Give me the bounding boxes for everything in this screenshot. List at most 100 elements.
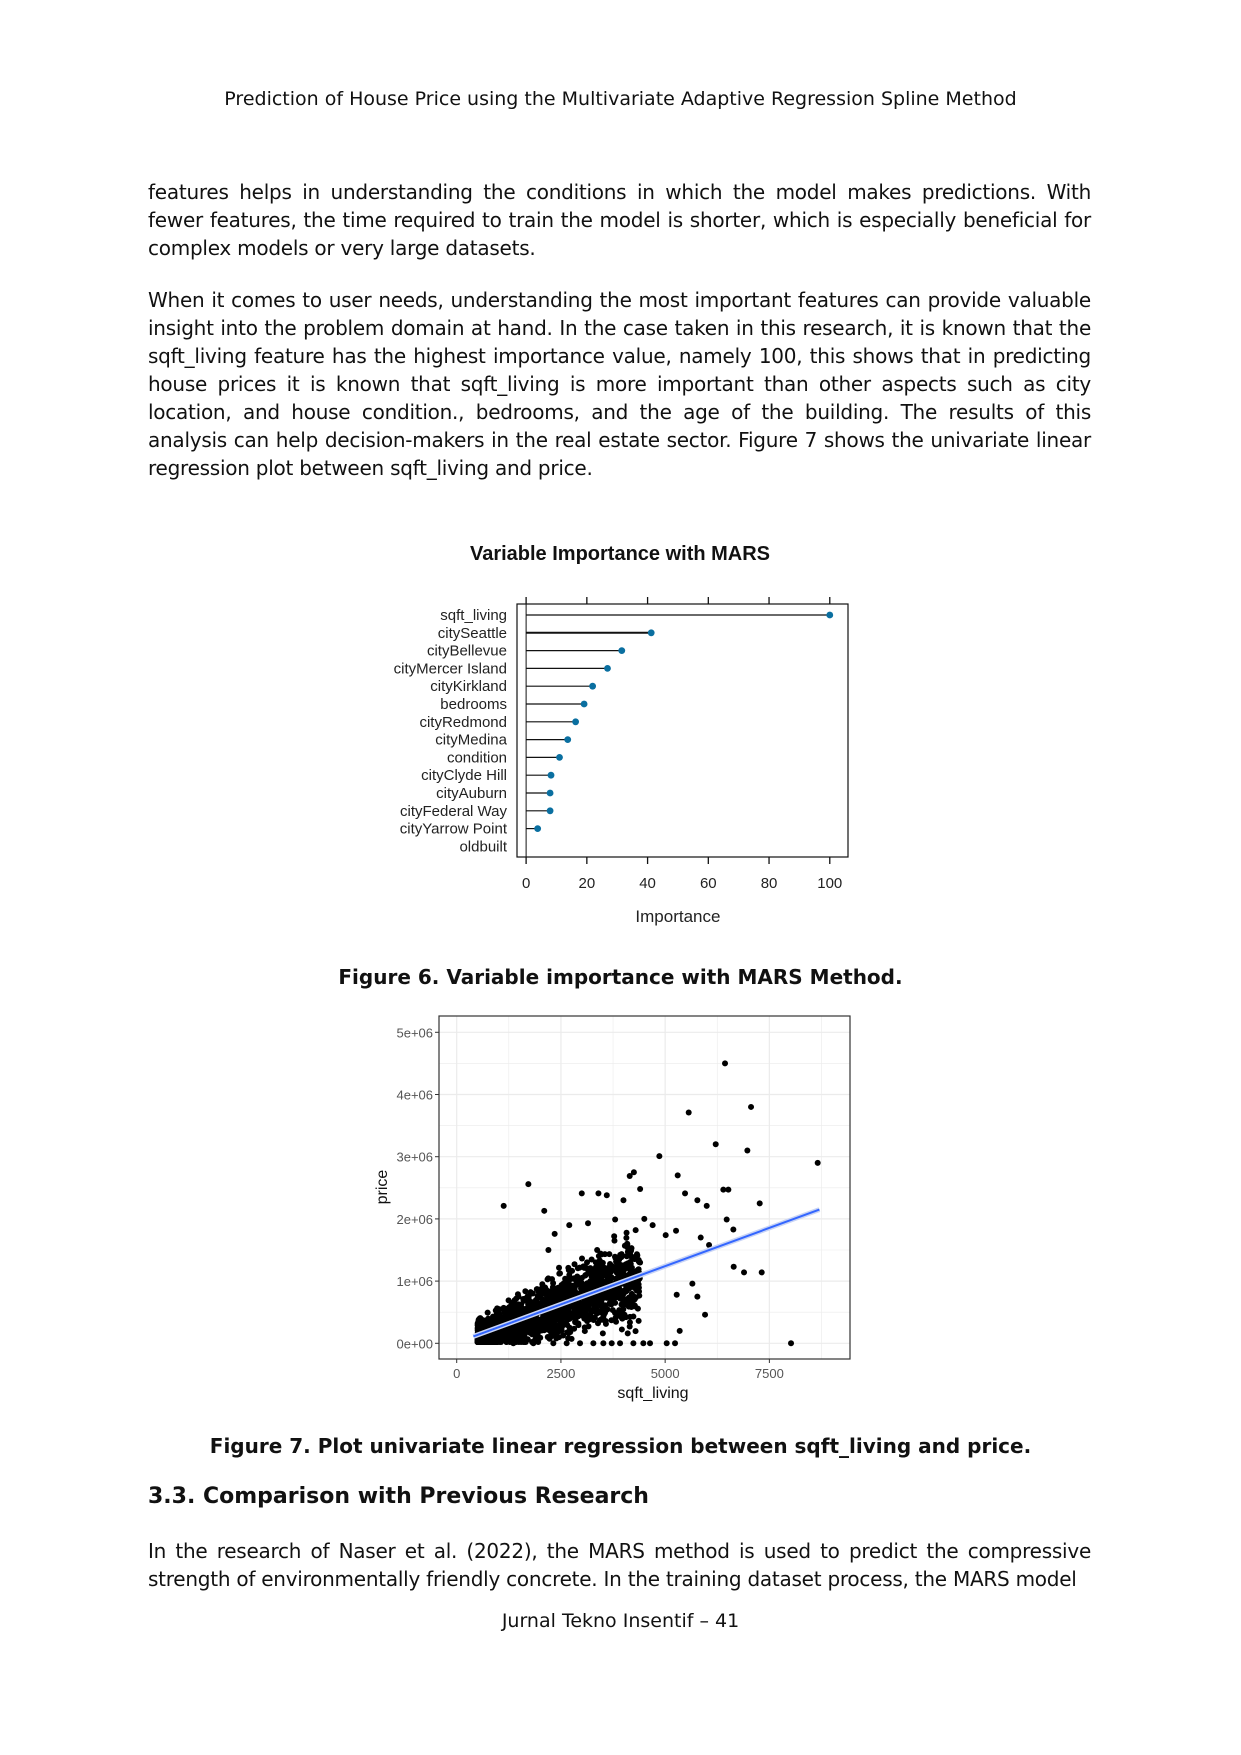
category-label: cityClyde Hill — [421, 767, 507, 784]
data-point — [730, 1263, 737, 1270]
data-point — [620, 1313, 627, 1320]
importance-point — [546, 807, 554, 815]
data-point — [694, 1197, 701, 1204]
data-point — [672, 1340, 679, 1347]
data-point — [623, 1282, 630, 1289]
data-point — [556, 1328, 563, 1335]
data-point — [634, 1252, 641, 1259]
data-point — [632, 1227, 639, 1234]
data-point — [580, 1263, 587, 1270]
data-point — [730, 1226, 737, 1233]
data-point — [550, 1340, 557, 1347]
data-point — [703, 1202, 710, 1209]
data-point — [578, 1274, 585, 1281]
data-point — [640, 1340, 647, 1347]
data-point — [525, 1295, 532, 1302]
data-point — [551, 1230, 558, 1237]
data-point — [526, 1318, 533, 1325]
data-point — [617, 1340, 624, 1347]
data-point — [676, 1327, 683, 1334]
x-tick-label: 7500 — [755, 1366, 784, 1381]
data-point — [565, 1335, 572, 1342]
data-point — [592, 1308, 599, 1315]
data-point — [562, 1292, 569, 1299]
importance-point — [556, 754, 563, 761]
data-point — [500, 1202, 507, 1209]
x-tick-label: 0 — [522, 875, 530, 892]
data-point — [712, 1141, 719, 1148]
data-point — [484, 1309, 491, 1316]
data-point — [479, 1323, 486, 1330]
data-point — [741, 1269, 748, 1276]
data-point — [615, 1312, 622, 1319]
data-point — [574, 1273, 581, 1280]
page-footer: Jurnal Tekno Insentif – 41 — [501, 1610, 740, 1632]
data-point — [758, 1269, 765, 1276]
data-point — [630, 1169, 637, 1176]
data-point — [553, 1315, 560, 1322]
data-point — [586, 1315, 593, 1322]
data-point — [539, 1314, 546, 1321]
data-point — [647, 1340, 654, 1347]
data-point — [588, 1300, 595, 1307]
data-point — [506, 1312, 513, 1319]
data-point — [608, 1340, 615, 1347]
data-point — [594, 1247, 601, 1254]
data-point — [584, 1297, 591, 1304]
data-point — [545, 1289, 552, 1296]
data-point — [588, 1256, 595, 1263]
data-point — [604, 1269, 611, 1276]
data-point — [619, 1262, 626, 1269]
data-point — [530, 1340, 537, 1347]
data-point — [600, 1316, 607, 1323]
data-point — [537, 1300, 544, 1307]
data-point — [594, 1320, 601, 1327]
category-label: cityRedmond — [419, 714, 507, 731]
data-point — [575, 1280, 582, 1287]
category-label: cityMedina — [435, 732, 507, 749]
data-point — [674, 1172, 681, 1179]
x-tick-label: 5000 — [651, 1366, 680, 1381]
data-point — [505, 1297, 512, 1304]
data-point — [547, 1314, 554, 1321]
data-point — [581, 1324, 588, 1331]
data-point — [515, 1301, 522, 1308]
importance-point — [547, 771, 555, 779]
data-point — [559, 1284, 566, 1291]
importance-point — [647, 629, 655, 637]
data-point — [570, 1303, 577, 1310]
data-point — [576, 1300, 583, 1307]
data-point — [635, 1317, 642, 1324]
data-point — [566, 1222, 573, 1229]
importance-point — [618, 647, 626, 654]
data-point — [537, 1334, 544, 1341]
x-tick-label: 100 — [817, 875, 842, 892]
data-point — [556, 1270, 563, 1277]
data-point — [756, 1200, 763, 1207]
category-label: cityYarrow Point — [400, 821, 508, 838]
data-point — [602, 1302, 609, 1309]
data-point — [689, 1280, 696, 1287]
data-point — [682, 1190, 689, 1197]
data-point — [788, 1340, 795, 1347]
data-point — [520, 1324, 527, 1331]
data-point — [496, 1337, 503, 1344]
running-header: Prediction of House Price using the Mult… — [224, 88, 1017, 110]
data-point — [565, 1279, 572, 1286]
data-point — [515, 1293, 522, 1300]
data-point — [720, 1186, 727, 1193]
data-point — [623, 1229, 630, 1236]
importance-point — [546, 789, 554, 797]
category-label: cityMercer Island — [394, 660, 507, 677]
data-point — [574, 1320, 581, 1327]
data-point — [600, 1292, 607, 1299]
data-point — [490, 1314, 497, 1321]
data-point — [611, 1237, 618, 1244]
data-point — [511, 1328, 518, 1335]
data-point — [628, 1264, 635, 1271]
data-point — [529, 1331, 536, 1338]
data-point — [585, 1267, 592, 1274]
regression-line — [473, 1208, 820, 1338]
data-point — [626, 1323, 633, 1330]
